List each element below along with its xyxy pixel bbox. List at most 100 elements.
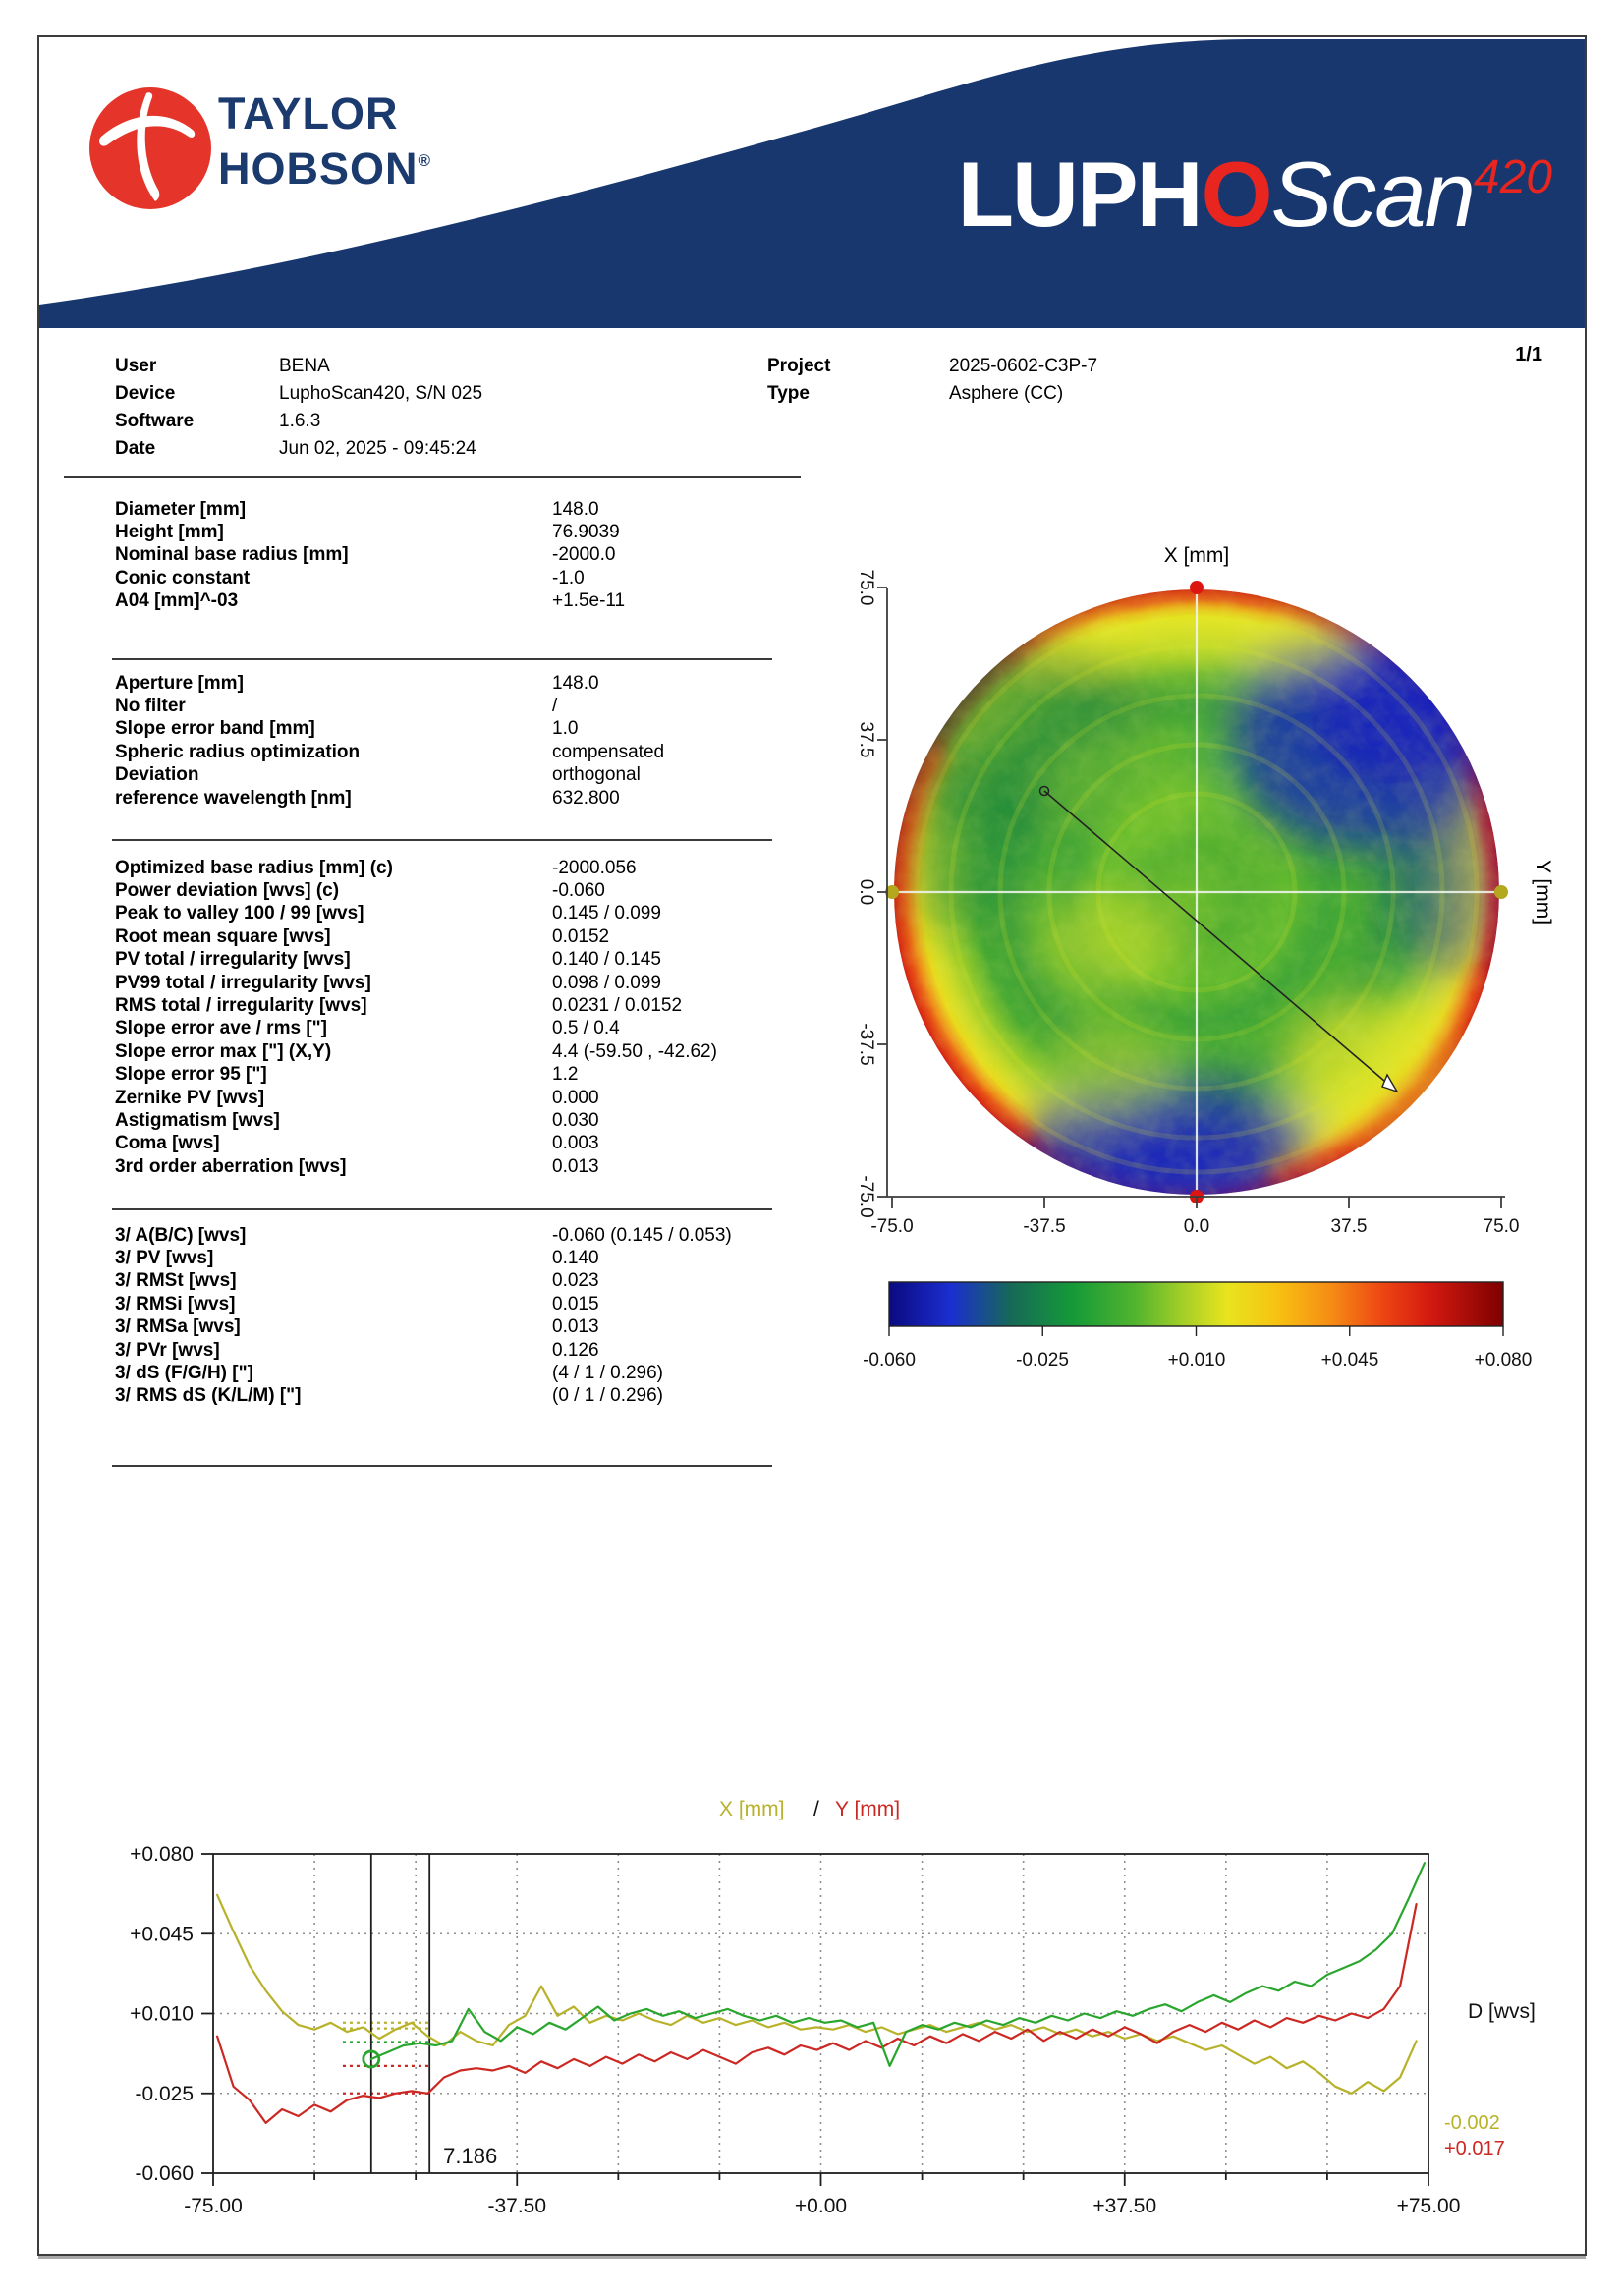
- param-label: Peak to valley 100 / 99 [wvs]: [115, 903, 364, 924]
- param-row: 3/ RMSt [wvs] 0.023: [115, 1270, 803, 1293]
- param-row: Power deviation [wvs] (c) -0.060: [115, 879, 803, 902]
- x-tick-label: -75.00: [184, 2195, 243, 2217]
- param-value: /: [552, 696, 558, 717]
- param-label: Astigmatism [wvs]: [115, 1109, 280, 1131]
- map-vtick-0: 75.0: [856, 570, 876, 606]
- param-row: Zernike PV [wvs] 0.000: [115, 1087, 803, 1109]
- param-label: 3/ PVr [wvs]: [115, 1339, 220, 1361]
- map-htick-1: -37.5: [1023, 1216, 1065, 1237]
- map-y-title: Y [mm]: [1532, 860, 1554, 924]
- param-value: (0 / 1 / 0.296): [552, 1385, 664, 1407]
- param-label: 3/ PV [wvs]: [115, 1248, 214, 1269]
- param-label: PV99 total / irregularity [wvs]: [115, 972, 371, 993]
- param-value: 0.030: [552, 1109, 599, 1131]
- info-value: Jun 02, 2025 - 09:45:24: [279, 438, 476, 459]
- curve-0: [216, 1893, 1418, 2095]
- info-label: Type: [767, 383, 810, 404]
- logo-line1: TAYLOR: [218, 88, 399, 139]
- param-label: 3/ RMSt [wvs]: [115, 1270, 237, 1292]
- deviation-disc: [894, 589, 1499, 1195]
- map-axes: [877, 587, 1505, 1208]
- info-block-right: Project 2025-0602-C3P-7 Type Asphere (CC): [767, 356, 1097, 411]
- cursor-marker[interactable]: [362, 2049, 381, 2069]
- profile-section-line[interactable]: [1043, 790, 1392, 1088]
- info-label: Device: [115, 383, 176, 404]
- product-o: O: [1201, 142, 1273, 246]
- logo-wordmark: TAYLOR HOBSON®: [218, 90, 431, 193]
- taylor-hobson-logo: TAYLOR HOBSON®: [86, 84, 519, 222]
- param-label: Power deviation [wvs] (c): [115, 880, 340, 902]
- param-label: Slope error ave / rms ["]: [115, 1018, 327, 1039]
- param-row: Aperture [mm] 148.0: [115, 672, 803, 695]
- info-value: 1.6.3: [279, 411, 321, 431]
- info-label: Date: [115, 438, 156, 459]
- map-vtick-4: -75.0: [856, 1175, 876, 1217]
- param-label: No filter: [115, 696, 186, 717]
- legend-x: X [mm]: [719, 1798, 785, 1820]
- y-axis-dot-right: [1494, 885, 1508, 899]
- param-label: 3/ dS (F/G/H) ["]: [115, 1363, 253, 1384]
- param-value: orthogonal: [552, 764, 641, 786]
- profile-line-start-handle[interactable]: [1038, 785, 1050, 797]
- param-row: Slope error 95 ["] 1.2: [115, 1064, 803, 1087]
- param-value: 0.0231 / 0.0152: [552, 995, 683, 1017]
- param-value: (4 / 1 / 0.296): [552, 1363, 664, 1384]
- curve-1: [216, 1902, 1418, 2124]
- surface-map: X [mm] Y [mm] 75.0 37.5 0.0 -37.5 -75.0 …: [856, 544, 1554, 1371]
- param-label: Aperture [mm]: [115, 672, 244, 694]
- param-value: 0.013: [552, 1316, 599, 1338]
- profile-line-arrow[interactable]: [1381, 1073, 1399, 1093]
- param-value: 4.4 (-59.50 , -42.62): [552, 1040, 717, 1062]
- param-label: Height [mm]: [115, 522, 224, 543]
- param-row: RMS total / irregularity [wvs] 0.0231 / 0…: [115, 994, 803, 1017]
- x-tick-label: -37.50: [487, 2195, 546, 2217]
- map-x-title: X [mm]: [1164, 544, 1230, 567]
- param-row: 3/ PVr [wvs] 0.126: [115, 1339, 803, 1362]
- param-value: +1.5e-11: [552, 590, 626, 612]
- info-value: Asphere (CC): [949, 383, 1064, 404]
- param-value: 0.140 / 0.145: [552, 949, 661, 971]
- param-value: 0.140: [552, 1248, 599, 1269]
- param-row: 3/ A(B/C) [wvs] -0.060 (0.145 / 0.053): [115, 1224, 803, 1247]
- colorbar-tick-4: +0.080: [1475, 1350, 1533, 1371]
- x-tick-label: +0.00: [795, 2195, 847, 2217]
- legend-y: Y [mm]: [835, 1798, 900, 1820]
- param-row: Conic constant -1.0: [115, 567, 803, 589]
- info-block-left: User BENA Device LuphoScan420, S/N 025 Softw…: [115, 356, 482, 466]
- header-swoosh-shape: [39, 39, 1585, 328]
- param-value: 148.0: [552, 672, 599, 694]
- d-axis-label: D [wvs]: [1468, 2000, 1536, 2023]
- divider: [112, 658, 772, 660]
- param-section-zone3: 3/ A(B/C) [wvs] -0.060 (0.145 / 0.053) 3/ …: [115, 1224, 803, 1408]
- param-value: 0.015: [552, 1293, 599, 1315]
- y-axis-dot-left: [885, 885, 899, 899]
- product-wordmark: LUPHOScan420: [845, 141, 1552, 248]
- logo-line2: HOBSON: [218, 143, 419, 194]
- param-row: Spheric radius optimization compensated: [115, 741, 803, 763]
- param-label: Conic constant: [115, 567, 251, 588]
- param-row: Diameter [mm] 148.0: [115, 498, 803, 521]
- param-value: -0.060 (0.145 / 0.053): [552, 1224, 732, 1246]
- cursor-value-0: -0.002: [1444, 2112, 1500, 2134]
- param-label: Zernike PV [wvs]: [115, 1087, 265, 1108]
- param-row: 3rd order aberration [wvs] 0.013: [115, 1155, 803, 1178]
- param-row: 3/ RMS dS (K/L/M) ["] (0 / 1 / 0.296): [115, 1385, 803, 1408]
- param-label: Deviation: [115, 764, 199, 786]
- colorbar: [888, 1281, 1504, 1327]
- map-vtick-1: 37.5: [856, 722, 876, 758]
- x-tick-label: +75.00: [1397, 2195, 1461, 2217]
- param-label: 3/ RMSa [wvs]: [115, 1316, 241, 1338]
- report-page: TAYLOR HOBSON® LUPHOScan420 1/1 User BENA…: [37, 35, 1587, 2256]
- param-row: Slope error band [mm] 1.0: [115, 718, 803, 741]
- registered-mark: ®: [418, 151, 432, 170]
- profile-chart: -75.00 -37.50 +0.00 +37.50 +75.00 +0.080 +0.04…: [130, 1798, 1536, 2217]
- info-label: Project: [767, 356, 831, 376]
- param-label: 3/ A(B/C) [wvs]: [115, 1224, 247, 1246]
- divider: [112, 1208, 772, 1210]
- param-value: 0.000: [552, 1087, 599, 1108]
- param-row: Deviation orthogonal: [115, 764, 803, 787]
- y-tick-label: +0.045: [130, 1923, 194, 1945]
- info-value: LuphoScan420, S/N 025: [279, 383, 483, 404]
- y-tick-label: -0.060: [135, 2162, 194, 2185]
- param-row: Root mean square [wvs] 0.0152: [115, 925, 803, 948]
